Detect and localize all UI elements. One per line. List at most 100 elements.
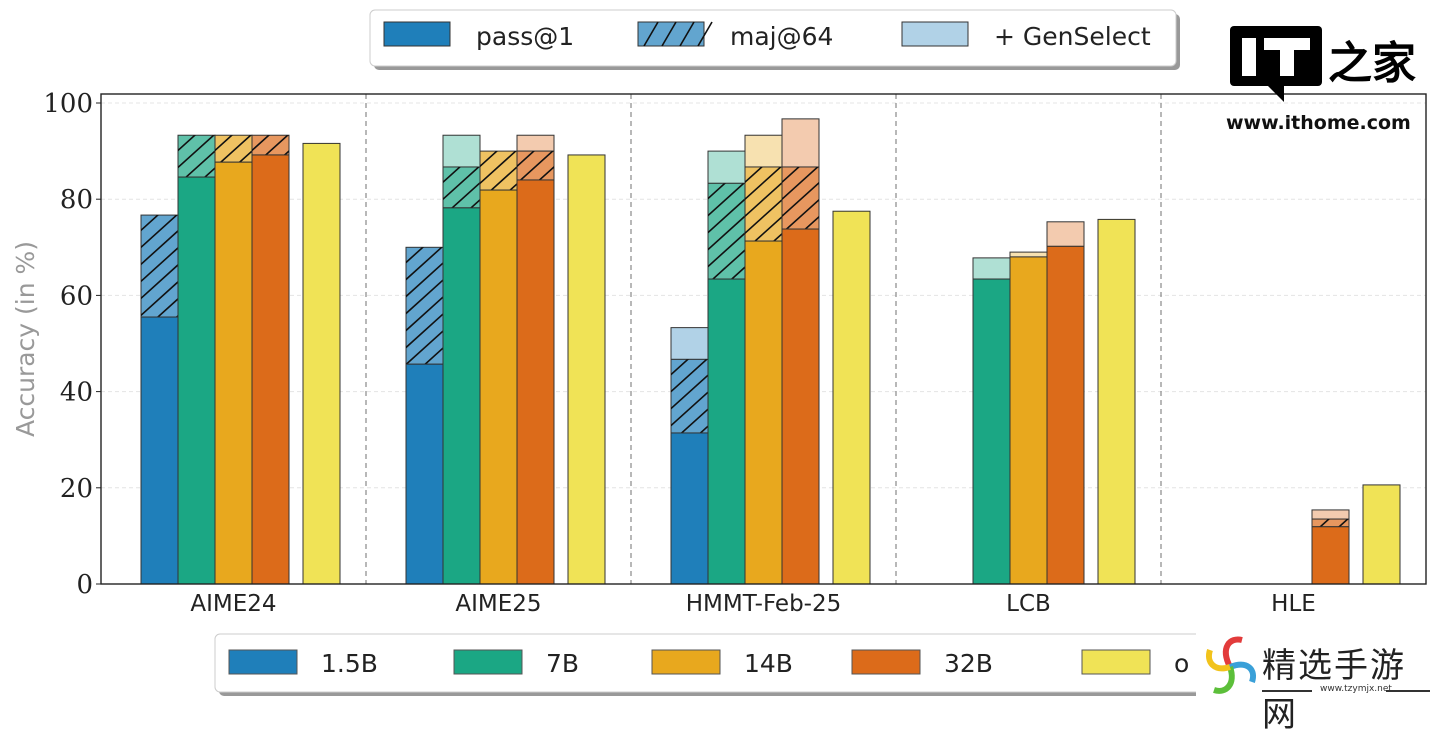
bar-maj64-hatch bbox=[745, 166, 782, 242]
bar-pass1 bbox=[670, 432, 709, 585]
bar-maj64-hatch bbox=[176, 98, 217, 178]
hatch-line bbox=[141, 215, 160, 232]
bar-pass1 bbox=[1311, 526, 1350, 585]
y-tick-label: 60 bbox=[60, 281, 93, 311]
hatch-line bbox=[745, 198, 782, 235]
bar-pass1 bbox=[302, 142, 341, 585]
bar-pass1 bbox=[781, 228, 820, 585]
divider bbox=[1386, 690, 1430, 692]
bar-maj64-hatch bbox=[443, 166, 480, 208]
bar-maj64-hatch bbox=[139, 178, 180, 318]
bar-pass1 bbox=[1009, 256, 1048, 585]
hatch-line bbox=[745, 181, 782, 218]
bar-pass1 bbox=[707, 278, 746, 585]
hatch-line bbox=[671, 359, 708, 393]
ithome-logo-text: 之家 bbox=[1328, 38, 1416, 89]
bar-maj64 bbox=[140, 214, 179, 318]
hatch-line bbox=[730, 266, 745, 280]
bar-maj64-hatch bbox=[671, 359, 708, 433]
x-tick-label: HMMT-Feb-25 bbox=[686, 591, 842, 617]
bar-pass1 bbox=[972, 278, 1011, 585]
bar-genselect bbox=[972, 257, 1011, 280]
hatch-line bbox=[708, 215, 745, 251]
x-tick-label: LCB bbox=[1006, 591, 1051, 617]
ithome-logo: 之家 bbox=[1228, 24, 1428, 112]
bar-pass1 bbox=[479, 189, 518, 585]
divider bbox=[1262, 690, 1312, 692]
hatch-line bbox=[519, 151, 554, 180]
legend-box bbox=[369, 9, 1177, 67]
hatch-line bbox=[443, 166, 462, 184]
x-tick-label: HLE bbox=[1271, 591, 1316, 617]
hatch-line bbox=[141, 215, 178, 249]
ithome-url: www.ithome.com bbox=[1226, 112, 1411, 134]
hatch-line bbox=[238, 149, 252, 163]
hatch-line bbox=[711, 249, 745, 280]
bar-genselect bbox=[670, 327, 709, 360]
bar-pass1 bbox=[516, 179, 555, 585]
legend-label: 32B bbox=[944, 649, 993, 678]
hatch-line bbox=[141, 263, 178, 300]
y-tick-label: 100 bbox=[43, 89, 93, 119]
legend-swatch bbox=[851, 649, 921, 675]
bar-maj64-hatch bbox=[406, 247, 443, 365]
hatch-line bbox=[213, 98, 254, 135]
hatch-line bbox=[538, 165, 554, 180]
hatch-line bbox=[708, 198, 745, 234]
bar-maj64-hatch bbox=[250, 98, 291, 155]
legend-label: 1.5B bbox=[321, 649, 378, 678]
bar-pass1 bbox=[1046, 245, 1085, 585]
bar-pass1 bbox=[140, 316, 179, 585]
hatch-line bbox=[250, 98, 291, 135]
legend-bottom: 1.5B 7B 14B 32B o bbox=[214, 633, 1219, 696]
bar-maj64 bbox=[744, 166, 783, 242]
legend-swatch bbox=[383, 21, 451, 47]
bar-pass1 bbox=[177, 176, 216, 585]
hatch-line bbox=[708, 183, 745, 217]
bar-maj64-hatch bbox=[478, 114, 519, 191]
bar-pass1 bbox=[442, 207, 481, 585]
hatch-line bbox=[671, 374, 708, 410]
hatch-line bbox=[679, 21, 695, 47]
hatch-line bbox=[745, 166, 764, 184]
hatch-line bbox=[156, 297, 178, 318]
hatch-line bbox=[451, 181, 480, 208]
hatch-line bbox=[469, 198, 480, 208]
bar-genselect bbox=[744, 134, 783, 168]
hatch-line bbox=[699, 425, 708, 433]
bar-maj64 bbox=[707, 182, 746, 280]
axes: 0 20 40 60 80 100 Accuracy (in %) AIME24 AIME25 H… bbox=[11, 89, 1427, 617]
legend-top: pass@1 maj@64 + GenSelect bbox=[369, 9, 1180, 70]
hatch-line bbox=[139, 178, 180, 215]
hatch-line bbox=[406, 247, 425, 264]
group-separators bbox=[365, 94, 1162, 584]
legend-label: o bbox=[1174, 649, 1189, 678]
legend-label: 14B bbox=[744, 649, 793, 678]
hatch-line bbox=[215, 135, 234, 152]
legend-swatch bbox=[651, 649, 721, 675]
hatch-line bbox=[1337, 519, 1349, 527]
hatch-line bbox=[745, 166, 782, 201]
hatch-line bbox=[406, 262, 443, 298]
bar-genselect bbox=[1046, 221, 1085, 247]
bar-pass1 bbox=[744, 240, 783, 585]
legend-swatch bbox=[901, 21, 969, 47]
hatch-line bbox=[708, 232, 745, 268]
pinwheel-logo-icon bbox=[1206, 636, 1256, 694]
hatch-line bbox=[671, 359, 690, 376]
hatch-line bbox=[252, 135, 271, 152]
legend-swatch bbox=[228, 649, 298, 675]
hatch-line bbox=[680, 408, 708, 433]
legend-swatch bbox=[453, 649, 523, 675]
bar-pass1 bbox=[405, 363, 444, 585]
hatch-line bbox=[176, 98, 217, 135]
tzymjx-watermark: 精选手游网 www.tzymjx.net bbox=[1196, 632, 1440, 735]
legend-swatch bbox=[1081, 649, 1151, 675]
bar-genselect bbox=[442, 134, 481, 168]
bar-pass1 bbox=[567, 154, 606, 585]
hatch-line bbox=[406, 330, 443, 365]
bar-genselect bbox=[1311, 509, 1350, 520]
hatch-line bbox=[490, 165, 517, 191]
hatch-line bbox=[753, 215, 782, 242]
hatch-line bbox=[478, 114, 519, 151]
